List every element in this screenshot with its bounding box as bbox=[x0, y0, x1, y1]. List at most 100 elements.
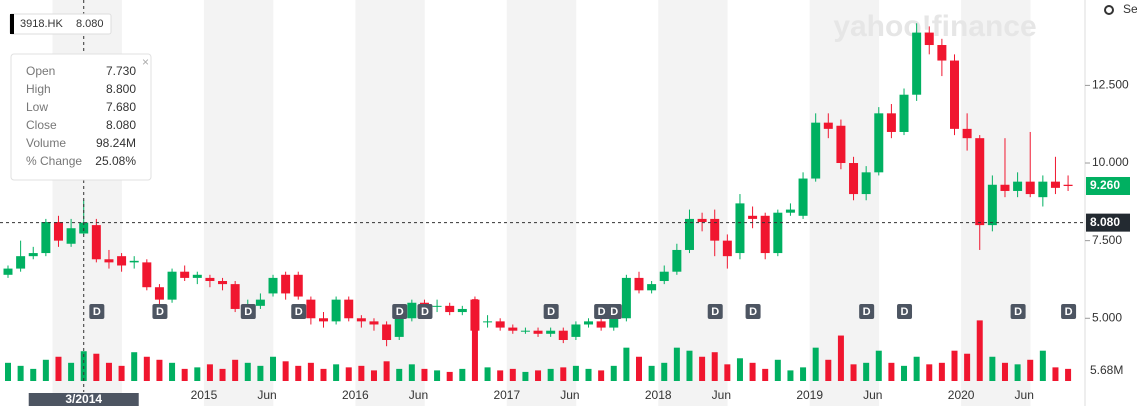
y-tick-label: 10.000 bbox=[1092, 155, 1129, 169]
tooltip-value: 7.680 bbox=[106, 100, 136, 114]
candle-body bbox=[129, 260, 139, 263]
volume-bar bbox=[863, 362, 870, 381]
candle-body bbox=[722, 240, 732, 257]
settings[interactable]: Se bbox=[1123, 2, 1137, 16]
tooltip-key: Open bbox=[26, 64, 55, 78]
candle-body bbox=[104, 259, 114, 263]
volume-bar bbox=[333, 364, 340, 381]
volume-bar bbox=[1001, 362, 1008, 381]
volume-bar bbox=[194, 367, 201, 381]
volume-bar bbox=[484, 367, 491, 381]
volume-bar bbox=[812, 347, 819, 381]
volume-label: 5.68M bbox=[1090, 363, 1123, 377]
watermark: yahoo!finance bbox=[833, 10, 1036, 43]
candle-body bbox=[1013, 181, 1023, 191]
candle-body bbox=[659, 271, 669, 282]
volume-bar bbox=[17, 365, 24, 381]
x-tick-label: 2017 bbox=[493, 388, 520, 402]
candle-body bbox=[558, 330, 568, 341]
candle-body bbox=[849, 163, 859, 195]
volume-bar bbox=[951, 350, 958, 381]
x-tick-label: 2019 bbox=[796, 388, 823, 402]
candle-body bbox=[293, 274, 303, 297]
candle-body bbox=[457, 308, 467, 313]
candle-body bbox=[647, 284, 657, 291]
candle-body bbox=[937, 45, 947, 61]
dividend-label: D bbox=[1014, 306, 1022, 318]
period-band bbox=[809, 0, 880, 406]
volume-bar bbox=[320, 368, 327, 381]
volume-bar bbox=[68, 362, 75, 381]
volume-bar bbox=[396, 368, 403, 381]
candle-body bbox=[634, 277, 644, 291]
candle-body bbox=[53, 222, 63, 241]
candle-body bbox=[218, 281, 228, 285]
candle-body bbox=[41, 222, 51, 254]
candle-body bbox=[684, 218, 694, 250]
volume-bar bbox=[143, 356, 150, 381]
volume-bar bbox=[156, 359, 163, 381]
volume-bar bbox=[673, 347, 680, 381]
dividend-marker bbox=[707, 304, 723, 319]
candle-body bbox=[28, 253, 38, 257]
candle-body bbox=[508, 327, 518, 331]
volume-bar bbox=[976, 320, 983, 381]
volume-bar bbox=[875, 350, 882, 381]
tooltip-key: Low bbox=[26, 100, 48, 114]
volume-bar bbox=[598, 370, 605, 381]
volume-bar bbox=[459, 368, 466, 381]
candle-body bbox=[432, 305, 442, 307]
candle-body bbox=[1050, 181, 1060, 188]
volume-bar bbox=[888, 362, 895, 381]
y-tick-label: 5.000 bbox=[1092, 310, 1122, 324]
dividend-label: D bbox=[295, 306, 303, 318]
candle-body bbox=[66, 228, 76, 244]
candle-body bbox=[899, 94, 909, 132]
candle-body bbox=[874, 113, 884, 173]
candle-body bbox=[735, 203, 745, 254]
dividend-label: D bbox=[711, 306, 719, 318]
candle-body bbox=[16, 256, 26, 269]
volume-bar bbox=[648, 365, 655, 381]
volume-bar bbox=[42, 359, 49, 381]
dividend-marker bbox=[240, 304, 256, 319]
volume-bar bbox=[547, 368, 554, 381]
candle-body bbox=[268, 277, 278, 294]
date-badge-label: 3/2014 bbox=[65, 392, 102, 406]
period-band bbox=[658, 0, 728, 406]
settings-icon[interactable] bbox=[1104, 5, 1114, 15]
candle-body bbox=[281, 274, 291, 294]
volume-bar bbox=[837, 335, 844, 381]
volume-bar bbox=[522, 371, 529, 381]
tooltip-key: Volume bbox=[26, 136, 66, 150]
candle-body bbox=[1000, 184, 1010, 191]
dividend-marker bbox=[1010, 304, 1026, 319]
volume-bar bbox=[93, 353, 100, 381]
candle-body bbox=[836, 125, 846, 164]
candle-body bbox=[356, 318, 366, 322]
volume-bar bbox=[825, 359, 832, 381]
volume-bar bbox=[471, 299, 478, 381]
x-tick-label: Jun bbox=[863, 388, 882, 402]
dividend-marker bbox=[89, 304, 105, 319]
candle-body bbox=[1025, 181, 1035, 195]
x-tick-label: Jun bbox=[409, 388, 428, 402]
candle-body bbox=[596, 321, 606, 328]
candle-body bbox=[571, 324, 581, 337]
candle-body bbox=[1038, 181, 1048, 198]
candle-body bbox=[142, 262, 152, 288]
volume-bar bbox=[421, 368, 428, 381]
y-tick-label: 7.500 bbox=[1092, 233, 1122, 247]
volume-bar bbox=[509, 368, 516, 381]
volume-bar bbox=[901, 365, 908, 381]
dividend-marker bbox=[745, 304, 761, 319]
volume-bar bbox=[686, 350, 693, 381]
dividend-label: D bbox=[396, 306, 404, 318]
volume-bar bbox=[913, 356, 920, 381]
candle-body bbox=[154, 287, 164, 300]
candle-body bbox=[91, 225, 101, 260]
dividend-marker bbox=[594, 304, 610, 319]
volume-bar bbox=[964, 353, 971, 381]
candle-body bbox=[546, 330, 556, 334]
period-band bbox=[355, 0, 425, 406]
